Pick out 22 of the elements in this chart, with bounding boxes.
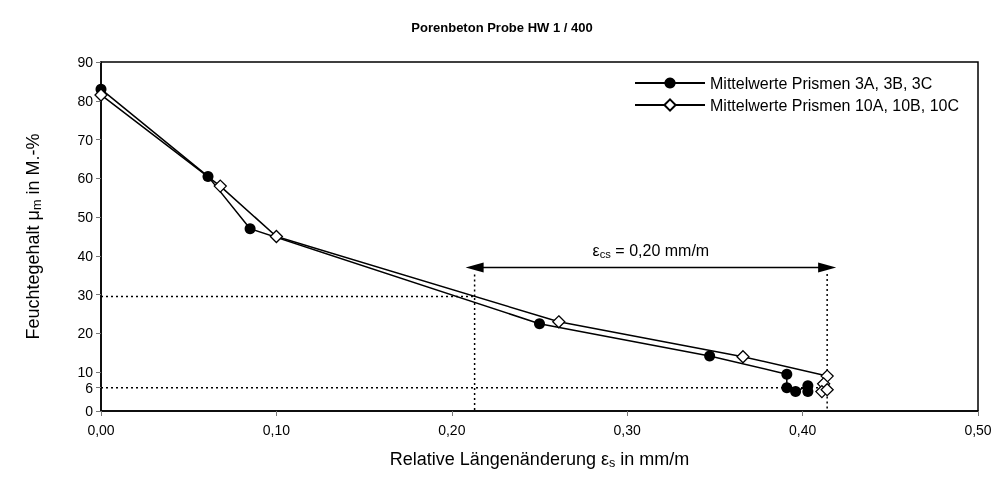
x-tick-label: 0,30: [613, 422, 642, 438]
y-tick-label: 6: [85, 379, 94, 396]
y-tick-label: 10: [77, 364, 94, 381]
y-tick-label: 60: [77, 170, 94, 187]
y-tick-label: 50: [77, 209, 94, 226]
y-tick-label: 90: [77, 54, 94, 70]
y-tick-label: 0: [85, 403, 94, 419]
y-tick-label: 30: [77, 286, 94, 303]
y-tick-label: 70: [77, 131, 94, 148]
x-tick-label: 0,40: [788, 422, 817, 438]
y-tick-label: 20: [77, 325, 94, 342]
y-tick-label: 40: [77, 247, 94, 264]
x-tick-label: 0,50: [964, 422, 992, 438]
x-axis-title: Relative Längenänderung εs in mm/m: [389, 449, 690, 470]
x-tick-label: 0,10: [262, 422, 291, 438]
y-axis-title: Feuchtegehalt μm in M.-%: [22, 133, 44, 340]
y-tick-label: 80: [77, 92, 94, 109]
x-tick-label: 0,20: [438, 422, 466, 438]
legend-label: Mittelwerte Prismen 10A, 10B, 10C: [710, 96, 960, 114]
chart-title: Porenbeton Probe HW 1 / 400: [411, 20, 593, 35]
x-tick-label: 0,00: [87, 422, 115, 438]
legend-label: Mittelwerte Prismen 3A, 3B, 3C: [710, 74, 933, 92]
